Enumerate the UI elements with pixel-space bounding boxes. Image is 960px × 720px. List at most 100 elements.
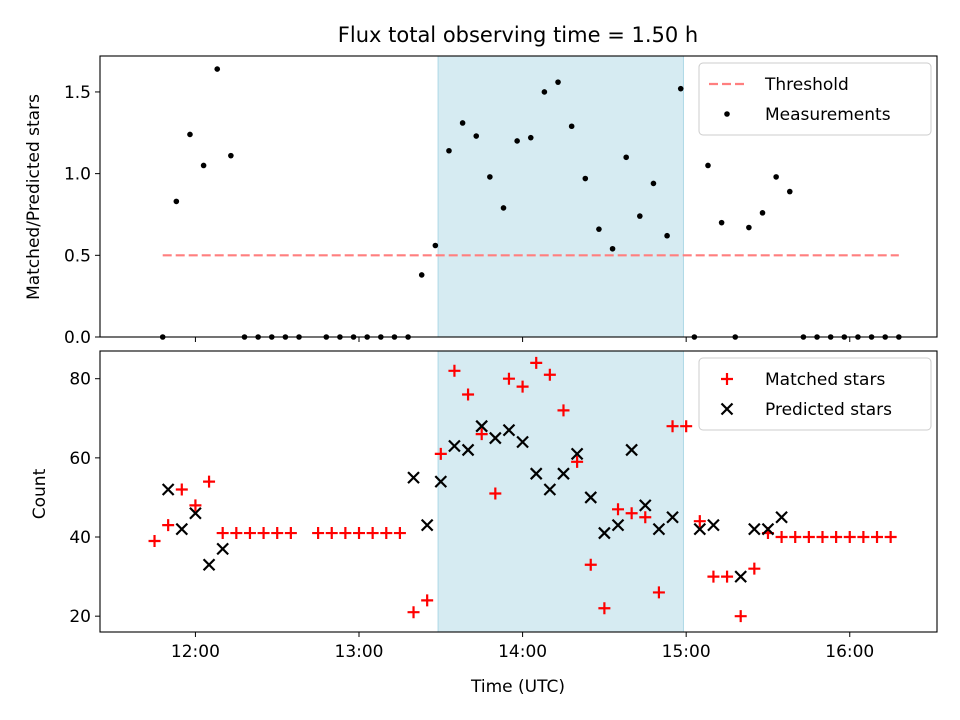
matched-stars-point	[612, 503, 625, 516]
matched-stars-point	[543, 368, 556, 381]
matched-stars-point	[557, 404, 570, 417]
matched-stars-point	[162, 519, 175, 532]
matched-stars-point	[448, 364, 461, 377]
bottom-y-tick-label: 80	[69, 370, 91, 390]
matched-stars-point	[516, 380, 529, 393]
bottom-legend-box	[698, 357, 932, 431]
predicted-stars-point	[516, 435, 529, 449]
measurements-point	[514, 138, 520, 144]
matched-stars-point	[871, 531, 884, 544]
predicted-stars-point	[625, 443, 638, 457]
matched-stars-point	[353, 527, 366, 540]
bottom-y-axis-label: Count	[30, 468, 50, 519]
predicted-stars-point	[666, 510, 679, 524]
x-tick-label: 16:00	[825, 642, 874, 662]
matched-stars-point	[666, 420, 679, 433]
figure-title: Flux total observing time = 1.50 h	[338, 23, 698, 47]
matched-stars-point	[584, 558, 597, 571]
matched-stars-point	[271, 527, 284, 540]
measurements-point	[200, 162, 207, 169]
predicted-stars-point	[189, 506, 202, 520]
matched-stars-point	[421, 594, 434, 607]
measurements-point	[596, 226, 602, 232]
measurements-point	[609, 245, 616, 252]
matched-stars-point	[489, 487, 502, 500]
top-y-tick-label: 1.5	[64, 83, 91, 103]
predicted-stars-point	[434, 475, 448, 488]
matched-stars-point	[216, 527, 229, 540]
top-y-axis-label: Matched/Predicted stars	[24, 94, 44, 300]
predicted-stars-point	[693, 522, 707, 536]
measurements-point	[555, 79, 561, 85]
matched-stars-point	[598, 602, 611, 615]
bottom-panel: 20 40 60 80 12:00 13:00 14:00 15:00 16:00 Matched…	[69, 350, 938, 662]
legend-matched-stars-swatch	[721, 373, 733, 385]
matched-stars-point	[816, 531, 829, 544]
predicted-stars-point	[161, 483, 175, 496]
top-legend-box	[698, 62, 932, 136]
legend-predicted-stars-label: Predicted stars	[765, 400, 892, 420]
legend-measurements-swatch	[724, 111, 730, 117]
measurements-point	[418, 272, 425, 278]
bottom-y-tick-label: 60	[69, 449, 91, 469]
predicted-stars-point	[734, 570, 747, 583]
matched-stars-point	[175, 483, 188, 496]
measurements-point	[527, 134, 534, 141]
matched-stars-point	[789, 531, 802, 544]
measurements-point	[773, 174, 779, 180]
matched-stars-point	[339, 527, 352, 540]
matched-stars-point	[257, 527, 270, 540]
matched-stars-point	[284, 527, 297, 540]
matched-stars-point	[230, 527, 243, 540]
top-panel: 0.0 0.5 1.0 1.5 Threshold Measurements	[64, 55, 938, 348]
predicted-stars-point	[543, 483, 557, 496]
measurements-point	[677, 85, 684, 92]
matched-stars-point	[243, 527, 256, 540]
matched-stars-point	[652, 586, 665, 599]
measurements-point	[228, 152, 234, 159]
predicted-stars-point	[761, 522, 775, 536]
measurements-point	[487, 174, 493, 180]
measurements-point	[664, 232, 670, 239]
measurements-point	[187, 131, 193, 138]
measurements-point	[568, 123, 575, 130]
matched-stars-point	[830, 531, 843, 544]
predicted-stars-point	[448, 439, 461, 453]
matched-stars-point	[462, 388, 475, 401]
measurements-point	[173, 198, 180, 205]
predicted-stars-point	[529, 467, 543, 480]
predicted-stars-point	[420, 518, 434, 532]
predicted-stars-point	[175, 522, 189, 536]
bottom-y-tick-label: 20	[69, 607, 91, 627]
matched-stars-point	[325, 527, 338, 540]
predicted-stars-point	[707, 518, 720, 532]
bottom-y-tick-label: 40	[69, 528, 91, 548]
measurements-point	[432, 242, 439, 249]
matched-stars-point	[857, 531, 870, 544]
matched-stars-point	[802, 531, 815, 544]
measurements-point	[446, 147, 452, 154]
predicted-stars-point	[461, 443, 475, 457]
x-tick-label: 15:00	[662, 642, 711, 662]
predicted-stars-point	[611, 518, 625, 532]
matched-stars-point	[843, 531, 856, 544]
legend-measurements-label: Measurements	[765, 105, 891, 125]
legend-threshold-label: Threshold	[764, 75, 849, 95]
measurements-point	[650, 180, 657, 187]
matched-stars-point	[189, 499, 202, 512]
legend-predicted-stars-swatch	[720, 402, 734, 416]
matched-stars-point	[502, 372, 515, 385]
matched-stars-point	[475, 428, 488, 441]
measurements-point	[541, 89, 548, 95]
measurements-point	[214, 66, 221, 72]
matched-stars-point	[148, 534, 161, 547]
top-y-tick-label: 0.0	[64, 328, 91, 348]
bottom-axes-frame	[99, 350, 938, 633]
matched-stars-point	[680, 420, 693, 433]
predicted-stars-point	[775, 510, 788, 524]
legend-matched-stars-label: Matched stars	[765, 370, 885, 390]
matched-stars-point	[312, 527, 325, 540]
matched-stars-point	[530, 356, 543, 369]
matched-stars-point	[434, 447, 447, 460]
